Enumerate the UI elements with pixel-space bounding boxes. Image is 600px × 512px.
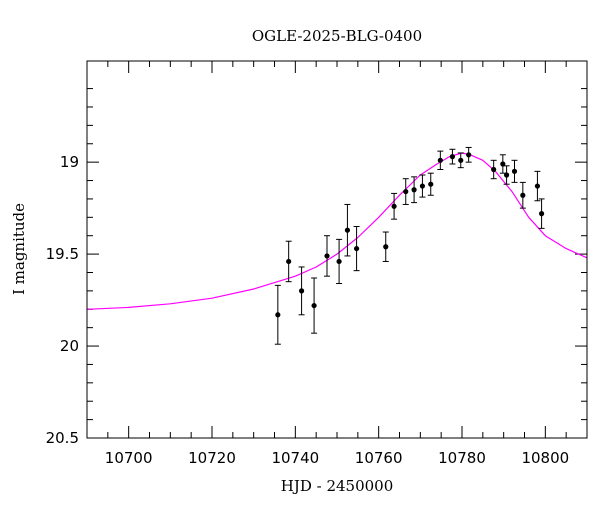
data-point [466, 152, 472, 158]
y-axis-label: I magnitude [10, 203, 28, 295]
x-axis-label: HJD - 2450000 [281, 477, 394, 495]
data-point [520, 192, 526, 198]
data-point [449, 154, 456, 160]
x-tick-label: 10740 [271, 449, 319, 467]
plot-area: 10700 10720 10740 10760 10780 10800 19 19.5 20 20… [46, 61, 588, 467]
data-point [411, 187, 417, 193]
x-tick-label: 10780 [438, 449, 486, 467]
data-point [500, 161, 506, 167]
data-point [344, 227, 351, 233]
chart-title: OGLE-2025-BLG-0400 [252, 27, 422, 45]
x-tick-label: 10760 [355, 449, 403, 467]
data-point [491, 166, 497, 173]
data-point [336, 258, 342, 265]
y-tick-label: 19 [60, 153, 79, 171]
data-point [534, 183, 541, 189]
data-point [353, 245, 360, 252]
data-point [275, 312, 281, 318]
model-curve [86, 152, 588, 310]
data-point [437, 157, 443, 163]
data-point [419, 183, 426, 189]
data-point [391, 203, 397, 209]
data-point [458, 157, 464, 163]
y-tick-label: 19.5 [46, 245, 79, 263]
y-tick-label: 20.5 [46, 429, 79, 447]
data-point [428, 181, 434, 187]
x-tick-label: 10800 [521, 449, 569, 467]
data-point [538, 211, 545, 217]
y-tick-label: 20 [60, 337, 79, 355]
data-point [403, 188, 409, 195]
data-point [383, 244, 389, 250]
data-point [503, 172, 510, 178]
data-point [324, 253, 330, 259]
x-tick-label: 10720 [188, 449, 236, 467]
data-point [311, 302, 317, 309]
data-point [298, 288, 305, 294]
data-point [286, 258, 292, 265]
data-point [511, 168, 518, 174]
plot-frame [86, 60, 588, 439]
x-tick-label: 10700 [105, 449, 153, 467]
